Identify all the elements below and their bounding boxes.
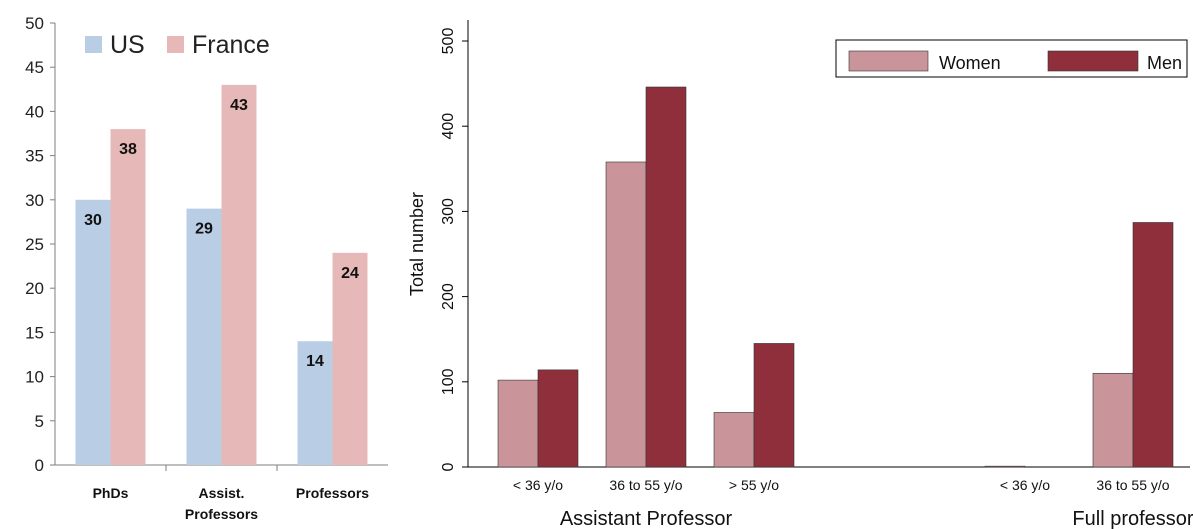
y-tick-label: 45 (25, 58, 44, 77)
y-tick-label: 400 (440, 113, 457, 140)
y-tick-label: 35 (25, 147, 44, 166)
y-tick-label: 0 (440, 462, 457, 471)
category-label: < 36 y/o (513, 477, 563, 493)
y-tick-label: 100 (440, 368, 457, 395)
legend-label: France (192, 31, 270, 59)
legend-label: Men (1147, 53, 1182, 73)
y-tick-label: 5 (35, 412, 44, 431)
y-tick-label: 300 (440, 198, 457, 225)
bar-us (297, 341, 333, 465)
data-label: 29 (195, 221, 213, 238)
chart-age-distribution: 0 100 200 300 400 500 Total number < 36 y/o 36 t… (407, 20, 1193, 529)
category-label: Professors (185, 506, 258, 522)
category-label: Assist. (199, 485, 245, 501)
bar-men (645, 86, 687, 468)
y-tick-label: 50 (25, 14, 44, 33)
y-tick-label: 200 (440, 283, 457, 310)
data-label: 38 (119, 141, 137, 158)
legend-swatch-men (1047, 50, 1139, 72)
y-tick-label: 500 (440, 28, 457, 55)
y-tick-label: 0 (35, 456, 44, 475)
legend-swatch-women (848, 50, 929, 72)
bar-men (537, 369, 579, 468)
bar-france (332, 252, 368, 465)
bar-women (497, 379, 539, 468)
data-label: 30 (84, 212, 102, 229)
category-label: 36 to 55 y/o (1096, 477, 1169, 493)
legend-swatch-us (85, 36, 102, 53)
bar-france (110, 129, 146, 465)
category-label: Professors (296, 485, 369, 501)
category-label: < 36 y/o (1000, 477, 1050, 493)
group-label: Assistant Professor (560, 508, 733, 529)
legend-label: Women (939, 53, 1001, 73)
category-label: 36 to 55 y/o (609, 477, 682, 493)
y-axis-title: Total number (407, 192, 427, 296)
category-label: > 55 y/o (729, 477, 779, 493)
bar-women (713, 412, 755, 468)
bar-women (1092, 372, 1134, 468)
bar-men (753, 343, 795, 468)
bar-women (605, 161, 647, 468)
y-tick-label: 10 (25, 368, 44, 387)
data-label: 43 (230, 97, 248, 114)
y-tick-label: 25 (25, 235, 44, 254)
data-label: 14 (306, 353, 324, 370)
legend-swatch-france (167, 36, 184, 53)
bar-men (1132, 222, 1174, 468)
y-tick-label: 20 (25, 279, 44, 298)
category-label: PhDs (93, 485, 129, 501)
bar-us (75, 199, 111, 466)
bar-women (984, 465, 1026, 468)
group-label: Full professor (1072, 508, 1193, 529)
legend-label: US (110, 31, 145, 59)
y-tick-label: 40 (25, 102, 44, 121)
chart-phd-professors: 0 5 10 15 20 25 30 35 40 45 50 30 38 PhDs 29 43 Assist. P… (25, 14, 388, 522)
bar-us (186, 208, 222, 465)
bar-france (221, 84, 257, 465)
y-tick-label: 15 (25, 323, 44, 342)
data-label: 24 (341, 265, 359, 282)
y-tick-label: 30 (25, 191, 44, 210)
